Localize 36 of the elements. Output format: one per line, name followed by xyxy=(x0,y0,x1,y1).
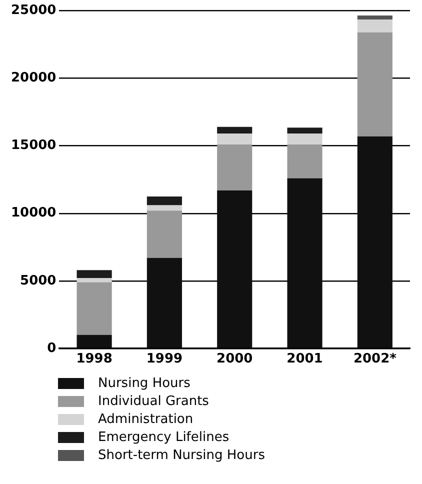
bar xyxy=(357,32,392,136)
legend-label: Administration xyxy=(98,412,194,426)
y-tick-label: 10000 xyxy=(10,206,56,221)
bar xyxy=(287,128,322,134)
bar xyxy=(357,20,392,32)
bar xyxy=(146,196,182,206)
x-tick-label: 2000 xyxy=(216,352,253,367)
bar xyxy=(287,144,322,178)
y-tick-label: 5000 xyxy=(20,273,56,288)
bar xyxy=(287,134,322,144)
bar xyxy=(76,270,112,278)
legend-label: Individual Grants xyxy=(98,394,209,408)
x-tick-label: 1999 xyxy=(146,352,183,367)
x-tick-label: 2002* xyxy=(353,352,397,367)
bar xyxy=(217,190,252,348)
bar xyxy=(76,278,112,282)
legend-label: Short-term Nursing Hours xyxy=(98,448,265,462)
bar xyxy=(217,144,252,190)
legend-label: Nursing Hours xyxy=(98,376,190,390)
bar xyxy=(76,334,112,348)
x-tick-label: 1998 xyxy=(76,352,112,367)
bar xyxy=(287,178,322,348)
bar xyxy=(217,134,252,144)
y-tick-label: 20000 xyxy=(10,70,56,86)
bar xyxy=(146,210,182,258)
bar xyxy=(76,282,112,335)
y-tick-label: 25000 xyxy=(10,3,56,18)
x-tick-label: 2001 xyxy=(286,352,323,367)
bar xyxy=(146,258,182,348)
bar xyxy=(217,126,252,134)
legend-label: Emergency Lifelines xyxy=(98,430,230,444)
bar xyxy=(146,205,182,211)
y-tick-label: 0 xyxy=(47,340,56,356)
bar xyxy=(357,136,392,348)
y-tick-label: 15000 xyxy=(10,138,56,154)
bar xyxy=(357,16,392,20)
